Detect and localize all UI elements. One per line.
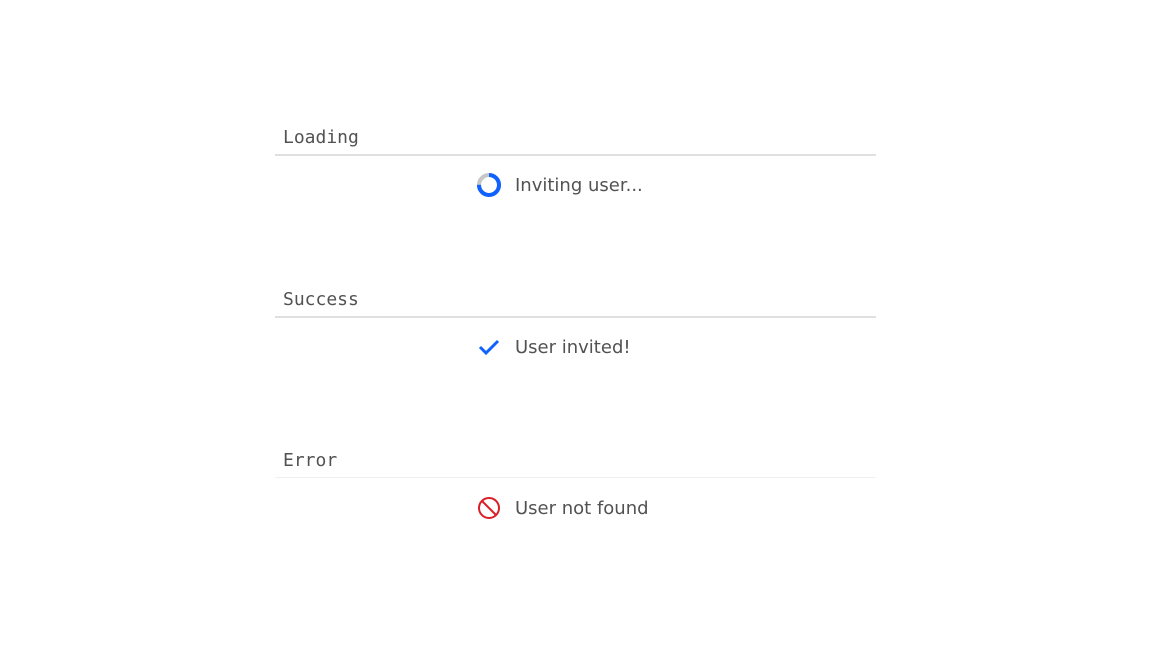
section-heading: Error — [275, 445, 876, 478]
success-status: User invited! — [476, 334, 631, 360]
error-blocked-icon — [476, 495, 502, 521]
loading-section: Loading Inviting user... — [275, 122, 876, 197]
loading-spinner-icon — [476, 172, 502, 198]
checkmark-icon — [476, 334, 502, 360]
status-message: User not found — [515, 497, 649, 519]
status-message: Inviting user... — [515, 174, 643, 196]
error-section: Error User not found — [275, 445, 876, 519]
error-status: User not found — [476, 495, 649, 521]
section-heading: Success — [275, 284, 876, 318]
loading-status: Inviting user... — [476, 172, 643, 198]
section-heading: Loading — [275, 122, 876, 156]
status-message: User invited! — [515, 336, 631, 358]
success-section: Success User invited! — [275, 284, 876, 358]
